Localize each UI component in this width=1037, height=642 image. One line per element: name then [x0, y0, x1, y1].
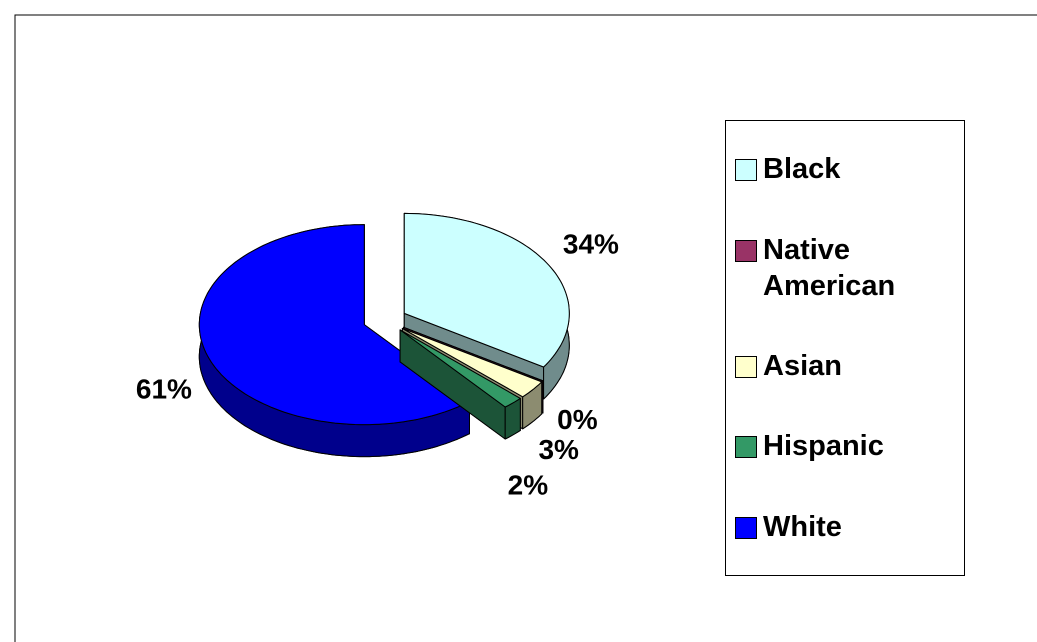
slice: [403, 212, 570, 368]
legend-swatch: [735, 159, 757, 182]
legend-label: Asian: [763, 349, 842, 382]
data-label: 2%: [508, 470, 549, 501]
slice: [403, 326, 544, 382]
legend-label: White: [763, 510, 842, 543]
legend-item: Black: [732, 151, 958, 187]
legend-swatch: [735, 355, 757, 378]
legend-item: Hispanic: [732, 428, 958, 464]
legend: Black Native American Asian Hispanic White: [725, 120, 965, 576]
legend-label: Hispanic: [763, 430, 884, 463]
pie: [198, 212, 570, 458]
data-label: 3%: [538, 434, 579, 465]
legend-swatch: [735, 516, 757, 539]
slice: [401, 327, 543, 398]
legend-label: Black: [763, 153, 841, 186]
data-label: 34%: [563, 228, 619, 259]
data-label: 0%: [557, 404, 598, 435]
legend-item: Asian: [732, 348, 958, 384]
legend-item: White: [732, 509, 958, 545]
legend-label: Native American: [763, 233, 896, 302]
legend-item: Native American: [732, 232, 958, 304]
legend-swatch: [735, 436, 757, 459]
frame: [14, 14, 1037, 642]
legend-swatch: [735, 239, 757, 262]
slice: [399, 329, 521, 408]
slice: [198, 224, 470, 426]
data-label: 61%: [136, 374, 192, 405]
